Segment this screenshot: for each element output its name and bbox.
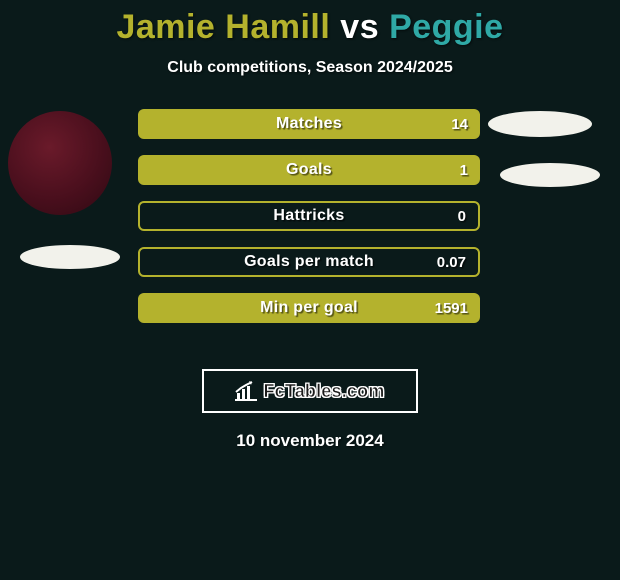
stat-label: Goals per match: [140, 253, 478, 271]
stat-bar-min-per-goal: Min per goal 1591: [138, 293, 480, 323]
stat-label: Matches: [138, 115, 480, 133]
brand-watermark: FcTables.com: [202, 369, 418, 413]
subtitle: Club competitions, Season 2024/2025: [0, 59, 620, 77]
stat-label: Goals: [138, 161, 480, 179]
stat-bar-hattricks: Hattricks 0: [138, 201, 480, 231]
stat-value: 14: [451, 116, 468, 133]
player2-shadow-1: [488, 111, 592, 137]
stat-label: Min per goal: [138, 299, 480, 317]
stat-value: 0.07: [437, 254, 466, 271]
player1-shadow: [20, 245, 120, 269]
chart-icon: [235, 381, 257, 401]
brand-text: FcTables.com: [263, 381, 384, 402]
player1-avatar: [8, 111, 112, 215]
stat-bar-matches: Matches 14: [138, 109, 480, 139]
stat-value: 0: [458, 208, 466, 225]
stat-bar-goals: Goals 1: [138, 155, 480, 185]
stat-bar-goals-per-match: Goals per match 0.07: [138, 247, 480, 277]
comparison-panel: Matches 14 Goals 1 Hattricks 0 Goals per…: [0, 111, 620, 351]
player2-name: Peggie: [389, 8, 503, 46]
stat-value: 1: [460, 162, 468, 179]
player2-shadow-2: [500, 163, 600, 187]
date-text: 10 november 2024: [0, 431, 620, 451]
page-title: Jamie Hamill vs Peggie: [0, 0, 620, 47]
vs-text: vs: [340, 8, 379, 46]
stat-bars: Matches 14 Goals 1 Hattricks 0 Goals per…: [138, 109, 480, 339]
player1-name: Jamie Hamill: [116, 8, 330, 46]
stat-label: Hattricks: [140, 207, 478, 225]
stat-value: 1591: [435, 300, 468, 317]
